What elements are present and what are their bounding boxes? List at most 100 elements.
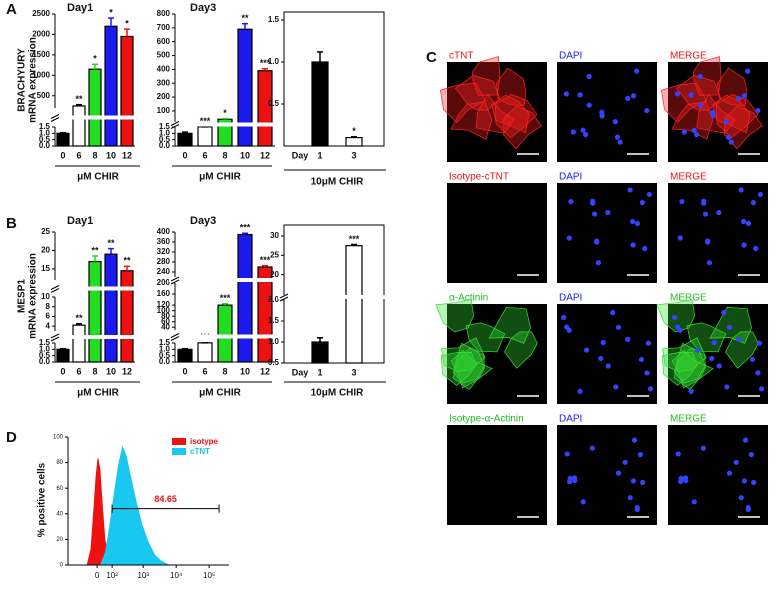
- nucleus: [700, 445, 706, 451]
- x-tick-label: 0: [60, 366, 65, 376]
- cell: [488, 306, 531, 344]
- plot-frame: [283, 11, 385, 147]
- nucleus: [630, 218, 636, 225]
- y-tick-label: 100: [157, 106, 171, 115]
- x-tick-label: 12: [122, 150, 132, 160]
- nucleus: [723, 119, 729, 125]
- y-tick-label: 4: [46, 321, 51, 330]
- y-tick-label: 80: [161, 311, 170, 320]
- x-prefix: Day: [292, 150, 309, 160]
- nucleus: [733, 459, 739, 465]
- break-mark: [170, 333, 180, 338]
- x-tick-label: 10²: [106, 571, 118, 580]
- nucleus: [679, 198, 685, 205]
- y-tick-label: 100: [53, 435, 64, 441]
- nucleus: [586, 73, 592, 80]
- nucleus: [716, 363, 722, 369]
- x-tick-label: 0: [182, 150, 187, 160]
- image-label: cTNT: [449, 51, 473, 62]
- x-tick-label: 10: [240, 366, 250, 376]
- nucleus: [721, 310, 727, 316]
- cell: [435, 299, 475, 333]
- cell: [661, 82, 707, 123]
- break-mark: [170, 276, 180, 282]
- y-tick-label: 2.0: [268, 295, 280, 304]
- nucleus: [742, 437, 749, 443]
- y-tick-label: 1.5: [39, 338, 51, 347]
- break-mark: [170, 336, 180, 341]
- y-axis-label: MESP1: [17, 279, 28, 313]
- cell: [450, 101, 493, 140]
- y-axis-label: mRNA expression: [28, 37, 39, 123]
- y-tick-label: 0.0: [39, 141, 51, 150]
- nucleus: [748, 451, 755, 458]
- y-tick-label: 240: [157, 267, 171, 276]
- nucleus: [742, 93, 748, 99]
- x-tick-label: 0: [95, 571, 100, 580]
- nucleus: [639, 200, 645, 206]
- significance: **: [75, 94, 83, 104]
- y-tick-label: 1.5: [268, 316, 280, 325]
- nucleus: [671, 314, 678, 321]
- nucleus: [566, 235, 572, 241]
- nucleus: [598, 355, 604, 362]
- nucleus: [564, 324, 570, 330]
- break-mark: [50, 285, 60, 290]
- significance: *: [93, 54, 97, 64]
- break-mark: [50, 333, 60, 339]
- nucleus: [678, 475, 684, 482]
- chart-title: Day3: [190, 2, 216, 14]
- y-tick-label: 40: [161, 322, 170, 331]
- nucleus: [688, 388, 694, 394]
- nucleus: [583, 347, 590, 353]
- nucleus: [580, 499, 586, 505]
- bar: [177, 348, 193, 363]
- cell: [725, 331, 759, 369]
- y-tick-label: 1.5: [268, 15, 280, 24]
- plot-frame: [283, 224, 385, 364]
- y-tick-label: 1.0: [39, 128, 51, 137]
- nucleus: [755, 107, 761, 114]
- y-tick-label: 0.5: [39, 135, 51, 144]
- break-mark: [50, 117, 60, 122]
- y-tick-label: 60: [56, 486, 63, 492]
- bar: [88, 260, 102, 363]
- break-mark: [279, 296, 289, 302]
- y-tick-label: 1.0: [159, 128, 171, 137]
- y-tick-label: 0.5: [268, 99, 280, 108]
- nucleus: [634, 220, 641, 227]
- x-axis-label: μM CHIR: [199, 388, 241, 399]
- bar: [237, 28, 253, 147]
- break-mark: [170, 121, 180, 126]
- nucleus: [622, 459, 628, 465]
- nucleus: [631, 93, 637, 99]
- nucleus: [590, 200, 596, 206]
- nucleus: [726, 324, 733, 330]
- nucleus: [625, 336, 631, 342]
- nucleus: [694, 347, 701, 353]
- nucleus: [567, 475, 573, 482]
- y-tick-label: 0.0: [159, 141, 171, 150]
- nucleus: [674, 91, 681, 97]
- image-label: DAPI: [559, 293, 582, 304]
- nucleus: [634, 506, 640, 513]
- nucleus: [711, 340, 717, 346]
- y-tick-label: 0.5: [268, 358, 280, 367]
- nucleus: [570, 129, 576, 135]
- nucleus: [630, 478, 637, 484]
- bar: [120, 35, 134, 147]
- y-tick-label: 0.5: [159, 135, 171, 144]
- y-tick-label: 500: [37, 91, 51, 100]
- nucleus: [749, 356, 756, 363]
- nucleus: [710, 109, 716, 115]
- nucleus: [589, 445, 595, 451]
- significance: ***: [220, 293, 231, 303]
- nucleus: [745, 506, 751, 513]
- micrograph: [447, 183, 547, 283]
- nucleus: [701, 200, 707, 206]
- cell: [440, 82, 486, 123]
- nucleus: [568, 198, 574, 205]
- x-tick-label: 6: [76, 150, 81, 160]
- x-tick-label: 1: [317, 150, 322, 160]
- bar: [311, 61, 329, 147]
